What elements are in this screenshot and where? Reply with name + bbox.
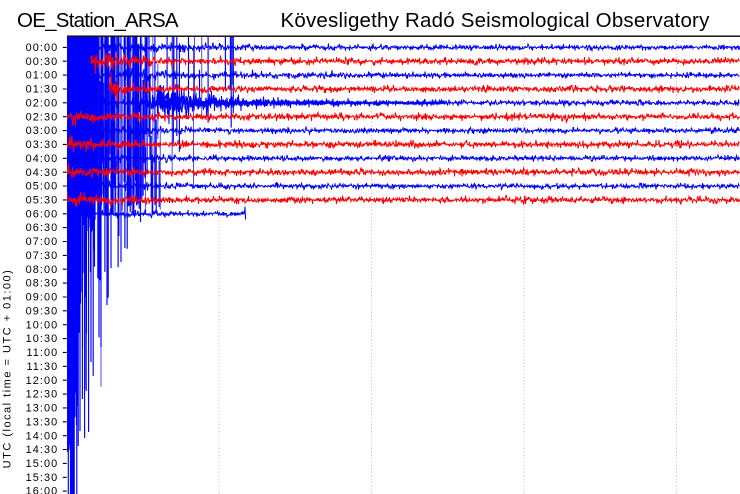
svg-text:00:00: 00:00 bbox=[26, 42, 59, 54]
svg-text:15:30: 15:30 bbox=[26, 472, 59, 484]
svg-text:02:00: 02:00 bbox=[26, 97, 59, 109]
svg-text:08:00: 08:00 bbox=[26, 264, 59, 276]
svg-text:07:30: 07:30 bbox=[26, 250, 59, 262]
svg-text:06:30: 06:30 bbox=[26, 222, 59, 234]
svg-text:10:00: 10:00 bbox=[26, 319, 59, 331]
svg-text:14:30: 14:30 bbox=[26, 444, 59, 456]
svg-text:07:00: 07:00 bbox=[26, 236, 59, 248]
svg-text:01:30: 01:30 bbox=[26, 84, 59, 96]
svg-text:09:30: 09:30 bbox=[26, 305, 59, 317]
svg-text:16:00: 16:00 bbox=[26, 486, 59, 494]
svg-text:03:00: 03:00 bbox=[26, 125, 59, 137]
svg-text:04:00: 04:00 bbox=[26, 153, 59, 165]
svg-text:15:00: 15:00 bbox=[26, 458, 59, 470]
svg-text:00:30: 00:30 bbox=[26, 56, 59, 68]
svg-text:UTC (local time = UTC + 01:00): UTC (local time = UTC + 01:00) bbox=[2, 269, 14, 469]
svg-text:11:30: 11:30 bbox=[26, 361, 58, 373]
svg-text:11:00: 11:00 bbox=[26, 347, 58, 359]
svg-text:02:30: 02:30 bbox=[26, 111, 59, 123]
svg-text:01:00: 01:00 bbox=[26, 70, 59, 82]
svg-text:OE_Station_ARSA: OE_Station_ARSA bbox=[17, 9, 179, 32]
svg-text:14:00: 14:00 bbox=[26, 430, 59, 442]
svg-text:10:30: 10:30 bbox=[26, 333, 59, 345]
svg-text:13:00: 13:00 bbox=[26, 403, 59, 415]
svg-text:12:00: 12:00 bbox=[26, 375, 59, 387]
svg-text:09:00: 09:00 bbox=[26, 292, 59, 304]
svg-text:06:00: 06:00 bbox=[26, 208, 59, 220]
svg-text:04:30: 04:30 bbox=[26, 167, 59, 179]
svg-text:08:30: 08:30 bbox=[26, 278, 59, 290]
svg-text:13:30: 13:30 bbox=[26, 416, 59, 428]
svg-text:Kövesligethy Radó Seismologica: Kövesligethy Radó Seismological Observat… bbox=[280, 9, 710, 32]
svg-text:05:30: 05:30 bbox=[26, 195, 59, 207]
svg-text:03:30: 03:30 bbox=[26, 139, 59, 151]
svg-text:12:30: 12:30 bbox=[26, 389, 59, 401]
svg-text:05:00: 05:00 bbox=[26, 181, 59, 193]
